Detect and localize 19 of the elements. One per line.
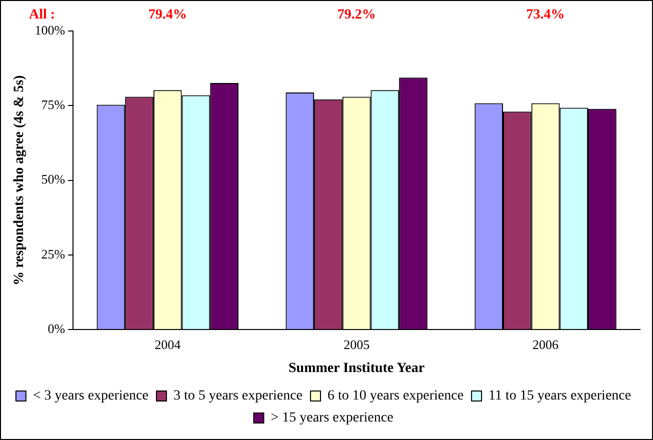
y-tick-label: 25% (41, 246, 66, 262)
legend-label: 3 to 5 years experience (173, 388, 303, 404)
legend-label: > 15 years experience (270, 410, 394, 426)
legend-label: < 3 years experience (32, 388, 148, 404)
x-axis-title: Summer Institute Year (288, 361, 425, 376)
legend-label: 11 to 15 years experience (488, 388, 632, 404)
text: 79.4% (148, 8, 187, 23)
text: 79.2% (337, 8, 376, 23)
y-tick-label: 0% (48, 321, 66, 336)
x-tick-label: 2004 (154, 336, 182, 352)
y-tick-label: 100% (34, 22, 66, 38)
text: All : (29, 8, 56, 23)
text: 73.4% (526, 8, 565, 23)
y-axis-title: % respondents who agree (4s & 5s) (12, 74, 28, 286)
y-tick-label: 75% (41, 97, 66, 112)
y-tick-label: 50% (41, 172, 66, 187)
x-tick-label: 2005 (344, 336, 370, 352)
legend-label: 6 to 10 years experience (328, 388, 464, 404)
x-tick-label: 2006 (532, 336, 560, 352)
